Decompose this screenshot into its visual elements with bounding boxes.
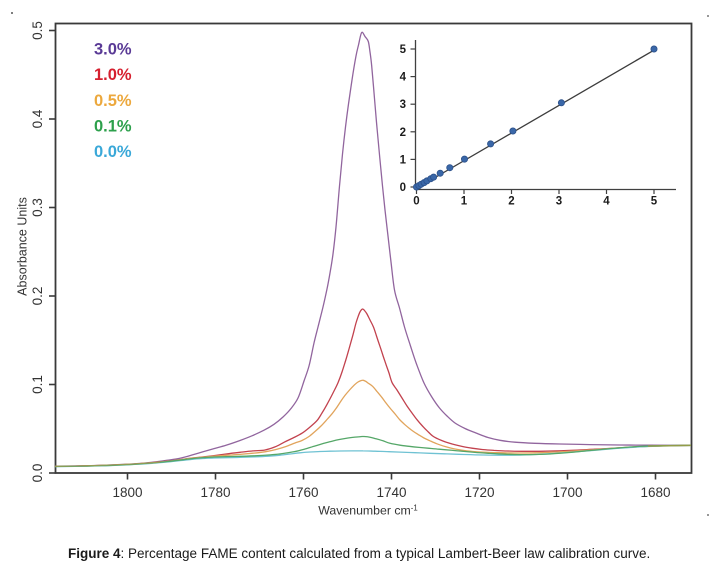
svg-text:0.2: 0.2 xyxy=(30,287,45,306)
svg-text:4: 4 xyxy=(400,72,407,84)
svg-text:2: 2 xyxy=(400,127,406,139)
svg-text:0.1%: 0.1% xyxy=(94,117,132,135)
svg-text:1800: 1800 xyxy=(112,485,142,500)
svg-text:5: 5 xyxy=(400,44,407,56)
svg-text:1.0%: 1.0% xyxy=(94,66,132,84)
svg-text:0: 0 xyxy=(400,182,406,194)
svg-text:1780: 1780 xyxy=(200,485,230,500)
svg-text:0.5: 0.5 xyxy=(30,21,45,40)
svg-text:1700: 1700 xyxy=(552,485,582,500)
svg-text:0: 0 xyxy=(413,196,419,208)
svg-text:3: 3 xyxy=(400,99,406,111)
svg-text:1760: 1760 xyxy=(288,485,318,500)
svg-text:1: 1 xyxy=(461,196,468,208)
svg-text:5: 5 xyxy=(651,196,658,208)
svg-text:1: 1 xyxy=(400,154,407,166)
svg-text:3: 3 xyxy=(556,196,562,208)
svg-text:0.4: 0.4 xyxy=(30,109,45,128)
svg-text:0.5%: 0.5% xyxy=(94,92,132,110)
svg-text:0.0%: 0.0% xyxy=(94,143,132,161)
svg-text:1680: 1680 xyxy=(640,485,670,500)
svg-text:1740: 1740 xyxy=(376,485,406,500)
svg-text:4: 4 xyxy=(603,196,610,208)
svg-text:1720: 1720 xyxy=(464,485,494,500)
svg-text:3.0%: 3.0% xyxy=(94,41,132,59)
svg-text:0.0: 0.0 xyxy=(30,464,45,483)
svg-text:Figure 4: Percentage FAME cont: Figure 4: Percentage FAME content calcul… xyxy=(68,546,650,561)
svg-text:2: 2 xyxy=(508,196,514,208)
svg-text:0.1: 0.1 xyxy=(30,375,45,394)
svg-text:0.3: 0.3 xyxy=(30,198,45,217)
svg-text:Wavenumber cm-1: Wavenumber cm-1 xyxy=(318,504,417,518)
svg-text:Absorbance Units: Absorbance Units xyxy=(16,197,30,296)
